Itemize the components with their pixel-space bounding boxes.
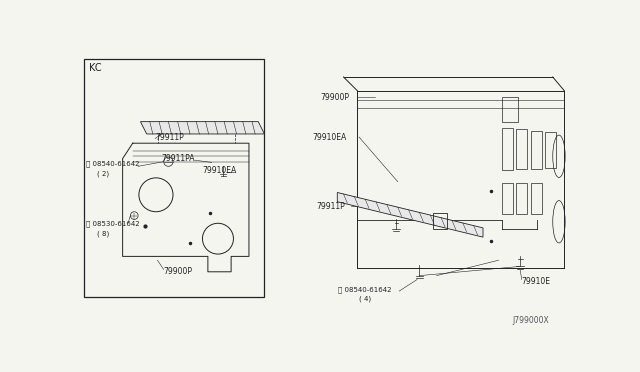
- Text: Ⓢ 08540-61642: Ⓢ 08540-61642: [338, 286, 392, 293]
- Text: 79911P: 79911P: [316, 202, 345, 211]
- Bar: [84, 58, 264, 297]
- Text: 79900P: 79900P: [320, 93, 349, 102]
- Bar: [531, 183, 542, 214]
- Text: ( 4): ( 4): [359, 295, 371, 302]
- Bar: [531, 131, 542, 169]
- Text: 79910EA: 79910EA: [202, 166, 237, 174]
- Text: 79911P: 79911P: [155, 132, 184, 141]
- Bar: [545, 132, 556, 168]
- Text: ( 2): ( 2): [97, 171, 109, 177]
- Text: 79900P: 79900P: [164, 267, 193, 276]
- Text: Ⓢ 08530-61642: Ⓢ 08530-61642: [86, 220, 140, 227]
- Text: J799000X: J799000X: [513, 316, 549, 325]
- Text: KC: KC: [90, 63, 102, 73]
- Bar: [516, 129, 527, 169]
- Text: ( 8): ( 8): [97, 230, 109, 237]
- Text: 79911PA: 79911PA: [161, 154, 195, 163]
- Bar: [502, 128, 513, 170]
- Text: Ⓢ 08540-61642: Ⓢ 08540-61642: [86, 161, 140, 167]
- Text: 79910E: 79910E: [522, 277, 551, 286]
- Bar: [502, 183, 513, 214]
- Bar: [433, 212, 447, 230]
- Text: 79910EA: 79910EA: [312, 132, 347, 141]
- Polygon shape: [337, 192, 483, 237]
- Bar: [516, 183, 527, 214]
- Polygon shape: [140, 122, 264, 134]
